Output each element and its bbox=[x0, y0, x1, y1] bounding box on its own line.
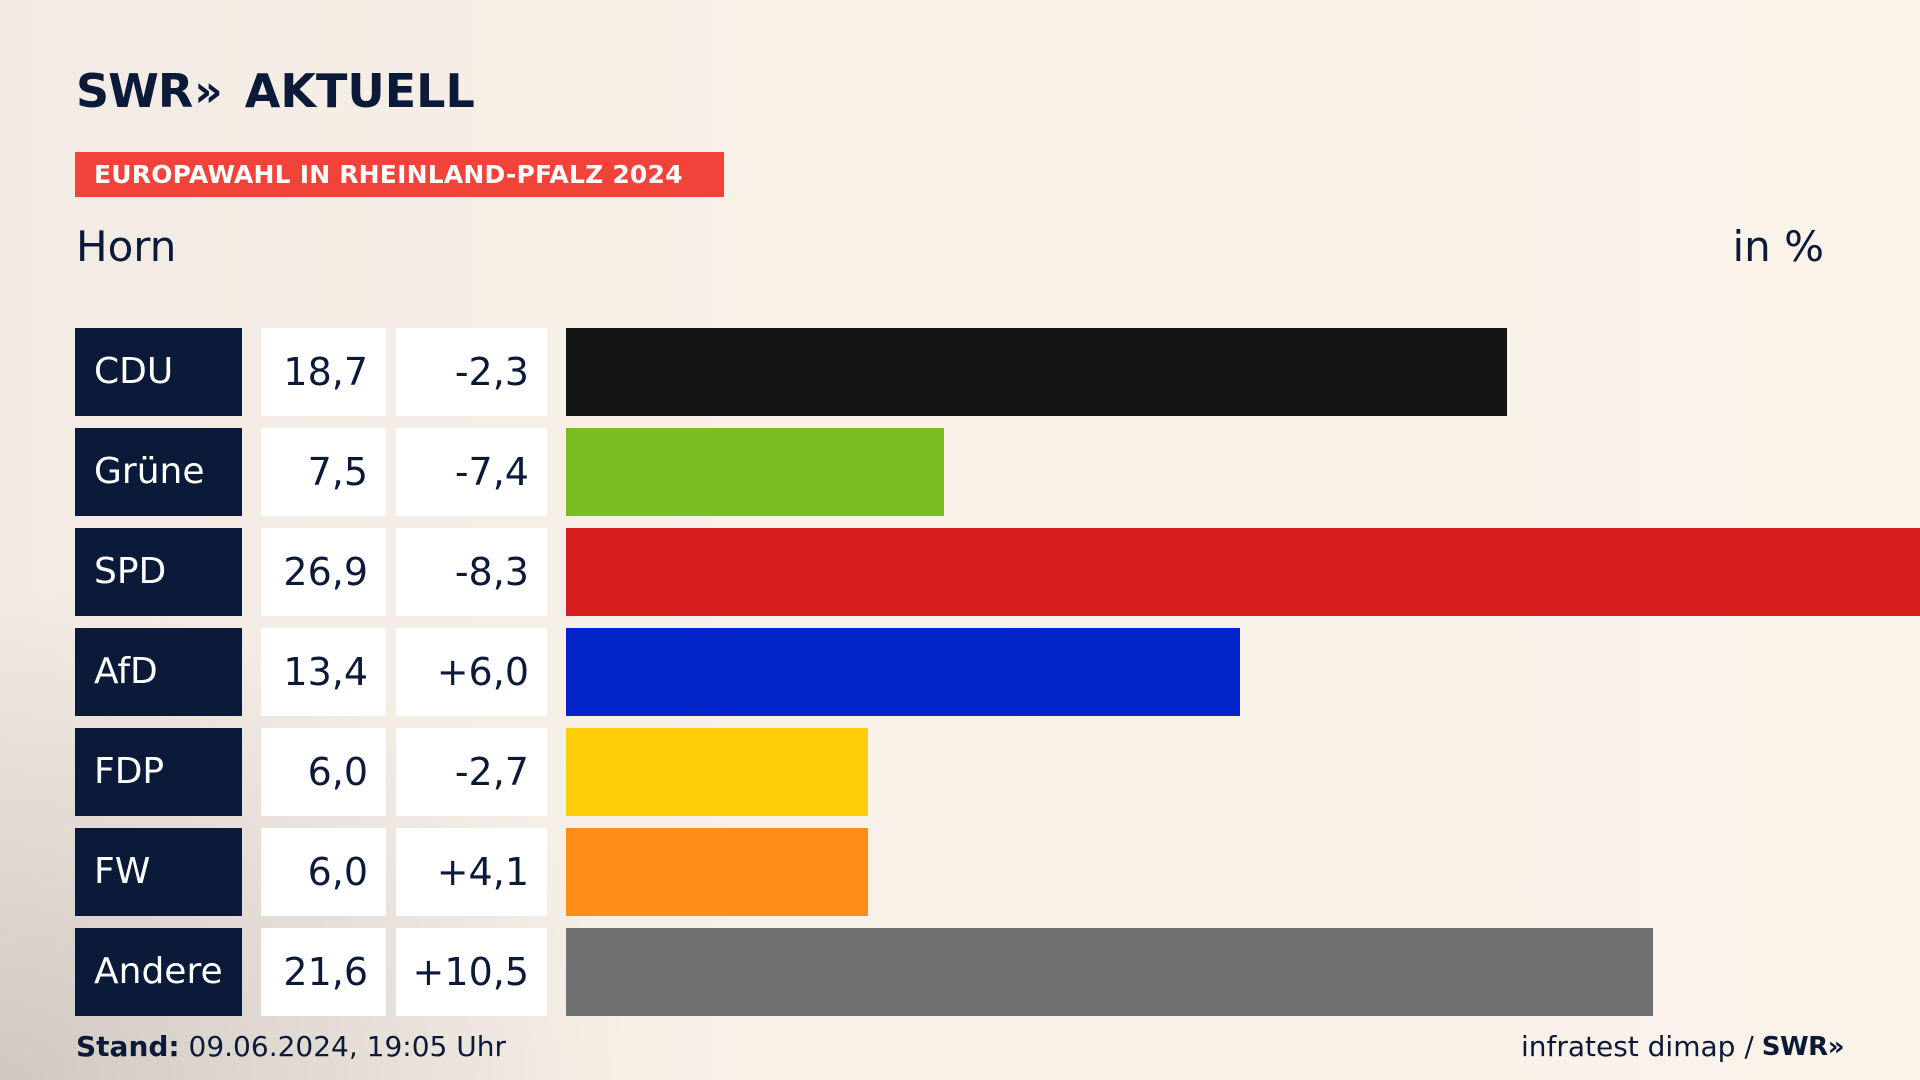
unit-label: in % bbox=[1732, 222, 1824, 271]
vote-change: +10,5 bbox=[396, 928, 547, 1016]
party-label: FW bbox=[75, 828, 242, 916]
swr-aktuell-logo: SWR » AKTUELL bbox=[76, 64, 475, 118]
vote-share: 13,4 bbox=[261, 628, 386, 716]
party-label: AfD bbox=[75, 628, 242, 716]
timestamp: Stand: 09.06.2024, 19:05 Uhr bbox=[76, 1030, 506, 1063]
result-bar bbox=[566, 528, 1920, 616]
vote-share: 18,7 bbox=[261, 328, 386, 416]
party-label: Grüne bbox=[75, 428, 242, 516]
swr-mini-logo: SWR» bbox=[1761, 1031, 1845, 1062]
election-banner: EUROPAWAHL IN RHEINLAND-PFALZ 2024 bbox=[75, 152, 724, 197]
swr-wordmark: SWR bbox=[76, 64, 193, 118]
result-bar bbox=[566, 328, 1507, 416]
stand-value: 09.06.2024, 19:05 Uhr bbox=[188, 1030, 506, 1063]
result-bar bbox=[566, 428, 944, 516]
vote-share: 6,0 bbox=[261, 728, 386, 816]
vote-share: 7,5 bbox=[261, 428, 386, 516]
party-label: FDP bbox=[75, 728, 242, 816]
vote-change: -2,7 bbox=[396, 728, 547, 816]
vote-change: -2,3 bbox=[396, 328, 547, 416]
source-credit: infratest dimap / SWR» bbox=[1520, 1030, 1845, 1063]
vote-change: -7,4 bbox=[396, 428, 547, 516]
vote-share: 21,6 bbox=[261, 928, 386, 1016]
source-text: infratest dimap / bbox=[1520, 1030, 1754, 1063]
vote-change: -8,3 bbox=[396, 528, 547, 616]
result-bar bbox=[566, 628, 1240, 716]
result-bar bbox=[566, 928, 1653, 1016]
vote-change: +6,0 bbox=[396, 628, 547, 716]
party-label: CDU bbox=[75, 328, 242, 416]
vote-share: 26,9 bbox=[261, 528, 386, 616]
vote-share: 6,0 bbox=[261, 828, 386, 916]
party-label: Andere bbox=[75, 928, 242, 1016]
vote-change: +4,1 bbox=[396, 828, 547, 916]
place-title: Horn bbox=[76, 222, 177, 271]
aktuell-wordmark: AKTUELL bbox=[244, 64, 475, 118]
result-bar bbox=[566, 828, 868, 916]
stand-label: Stand: bbox=[76, 1030, 180, 1063]
result-bar bbox=[566, 728, 868, 816]
party-label: SPD bbox=[75, 528, 242, 616]
chevron-right-icon: » bbox=[194, 65, 223, 117]
